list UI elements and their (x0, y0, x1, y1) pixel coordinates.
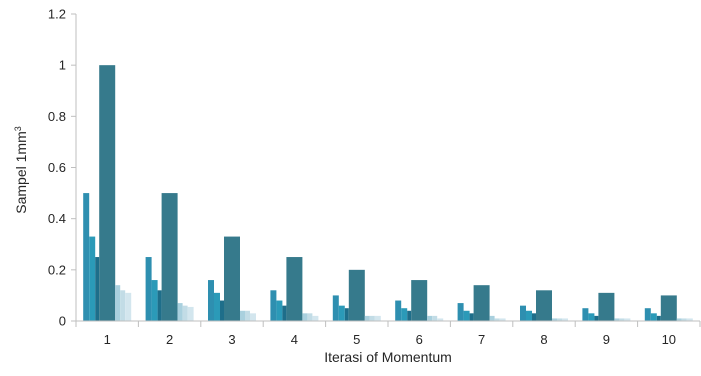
x-tick-label: 9 (603, 332, 610, 347)
bar-cat-3-series-5 (240, 310, 245, 321)
y-axis: 0 0.2 0.4 0.6 0.8 1 1.2 (48, 7, 77, 329)
bar-cat-6-series-4 (411, 280, 428, 321)
bar-cat-5-series-2 (338, 305, 345, 321)
y-tick-label: 0.4 (48, 211, 66, 226)
bar-cat-6-series-7 (437, 318, 444, 321)
bar-cat-10-series-5 (676, 318, 682, 321)
bar-cat-1-series-2 (89, 236, 96, 321)
bar-cat-2-series-1 (145, 257, 152, 321)
bar-cat-8-series-7 (562, 318, 568, 321)
bar-cat-6-series-3 (407, 310, 412, 321)
bar-cat-1-series-5 (115, 285, 121, 321)
y-tick-label: 0.8 (48, 109, 66, 124)
bar-cat-1-series-3 (95, 257, 100, 321)
plot-bars (83, 65, 693, 322)
bar-cat-9-series-3 (594, 315, 599, 321)
bar-cat-1-series-7 (125, 292, 132, 321)
bar-cat-3-series-1 (208, 280, 214, 321)
bar-cat-2-series-3 (157, 290, 162, 321)
x-tick-label: 4 (291, 332, 298, 347)
bar-cat-4-series-4 (286, 257, 303, 321)
bar-cat-8-series-1 (520, 305, 526, 321)
bar-cat-6-series-5 (427, 315, 433, 321)
bar-cat-10-series-2 (650, 313, 657, 321)
bar-cat-3-series-4 (224, 236, 240, 321)
bar-cat-5-series-6 (369, 315, 375, 321)
x-tick-label: 5 (353, 332, 360, 347)
bar-cat-6-series-1 (395, 300, 402, 321)
bar-cat-2-series-2 (151, 280, 158, 321)
y-tick-label: 1.2 (48, 7, 66, 22)
x-tick-label: 10 (662, 332, 676, 347)
bar-cat-9-series-4 (598, 292, 615, 321)
bar-cat-4-series-2 (276, 300, 283, 321)
bar-cat-8-series-3 (532, 313, 536, 321)
bar-cat-6-series-2 (401, 308, 408, 321)
bar-cat-7-series-7 (499, 318, 506, 321)
x-axis-title: Iterasi of Momentum (324, 349, 452, 365)
bar-cat-2-series-4 (161, 193, 178, 321)
bar-cat-10-series-3 (656, 315, 661, 321)
bar-cat-4-series-5 (302, 313, 308, 321)
y-tick-label: 0 (59, 314, 66, 329)
y-axis-title-text: Sampel 1mm (13, 131, 29, 213)
bar-cat-9-series-2 (588, 313, 595, 321)
bar-cat-5-series-1 (332, 295, 339, 321)
bar-cat-1-series-4 (99, 65, 116, 322)
bar-cat-9-series-7 (624, 318, 631, 321)
bar-cat-7-series-3 (469, 313, 474, 321)
bar-cat-3-series-6 (245, 310, 250, 321)
bar-cat-4-series-3 (282, 305, 287, 321)
bar-cat-10-series-7 (686, 318, 693, 321)
bar-cat-5-series-5 (364, 315, 370, 321)
bar-cat-7-series-6 (494, 318, 500, 321)
bar-cat-10-series-4 (660, 295, 677, 321)
bar-cat-4-series-7 (312, 315, 319, 321)
x-axis: 1 2 3 4 5 6 7 8 9 10 (75, 320, 701, 347)
bar-cat-7-series-2 (463, 310, 470, 321)
bar-cat-5-series-7 (374, 315, 381, 321)
x-tick-label: 1 (104, 332, 111, 347)
y-tick-label: 1 (59, 58, 66, 73)
bar-cat-8-series-4 (536, 290, 552, 321)
bar-cat-7-series-4 (473, 285, 490, 321)
y-axis-title: Sampel 1mm3 (13, 126, 29, 213)
bar-cat-1-series-6 (120, 290, 126, 321)
bar-cat-10-series-6 (681, 318, 687, 321)
bar-cat-8-series-5 (552, 318, 557, 321)
bar-cat-2-series-7 (187, 306, 194, 321)
x-tick-label: 7 (478, 332, 485, 347)
bar-cat-4-series-1 (270, 290, 277, 321)
bar-cat-3-series-3 (220, 300, 224, 321)
bar-cat-3-series-7 (250, 313, 256, 321)
bar-cat-4-series-6 (307, 313, 313, 321)
bar-cat-1-series-1 (83, 193, 90, 321)
bar-cat-5-series-3 (344, 308, 349, 321)
x-tick-label: 2 (166, 332, 173, 347)
y-tick-label: 0.2 (48, 262, 66, 277)
bar-cat-2-series-6 (182, 305, 188, 321)
bar-cat-9-series-6 (619, 318, 625, 321)
bar-cat-2-series-5 (177, 303, 183, 321)
bar-cat-9-series-1 (582, 308, 589, 321)
y-axis-title-superscript: 3 (13, 126, 23, 131)
x-tick-label: 3 (228, 332, 235, 347)
bar-cat-10-series-1 (644, 308, 651, 321)
bar-cat-9-series-5 (614, 318, 620, 321)
x-tick-label: 6 (416, 332, 423, 347)
bar-cat-6-series-6 (432, 315, 438, 321)
bar-cat-7-series-1 (457, 303, 464, 321)
bar-cat-5-series-4 (348, 269, 365, 321)
bar-cat-8-series-6 (557, 318, 562, 321)
y-tick-label: 0.6 (48, 160, 66, 175)
bar-cat-7-series-5 (489, 315, 495, 321)
x-tick-label: 8 (540, 332, 547, 347)
bar-cat-3-series-2 (214, 292, 220, 321)
bar-cat-8-series-2 (526, 310, 532, 321)
